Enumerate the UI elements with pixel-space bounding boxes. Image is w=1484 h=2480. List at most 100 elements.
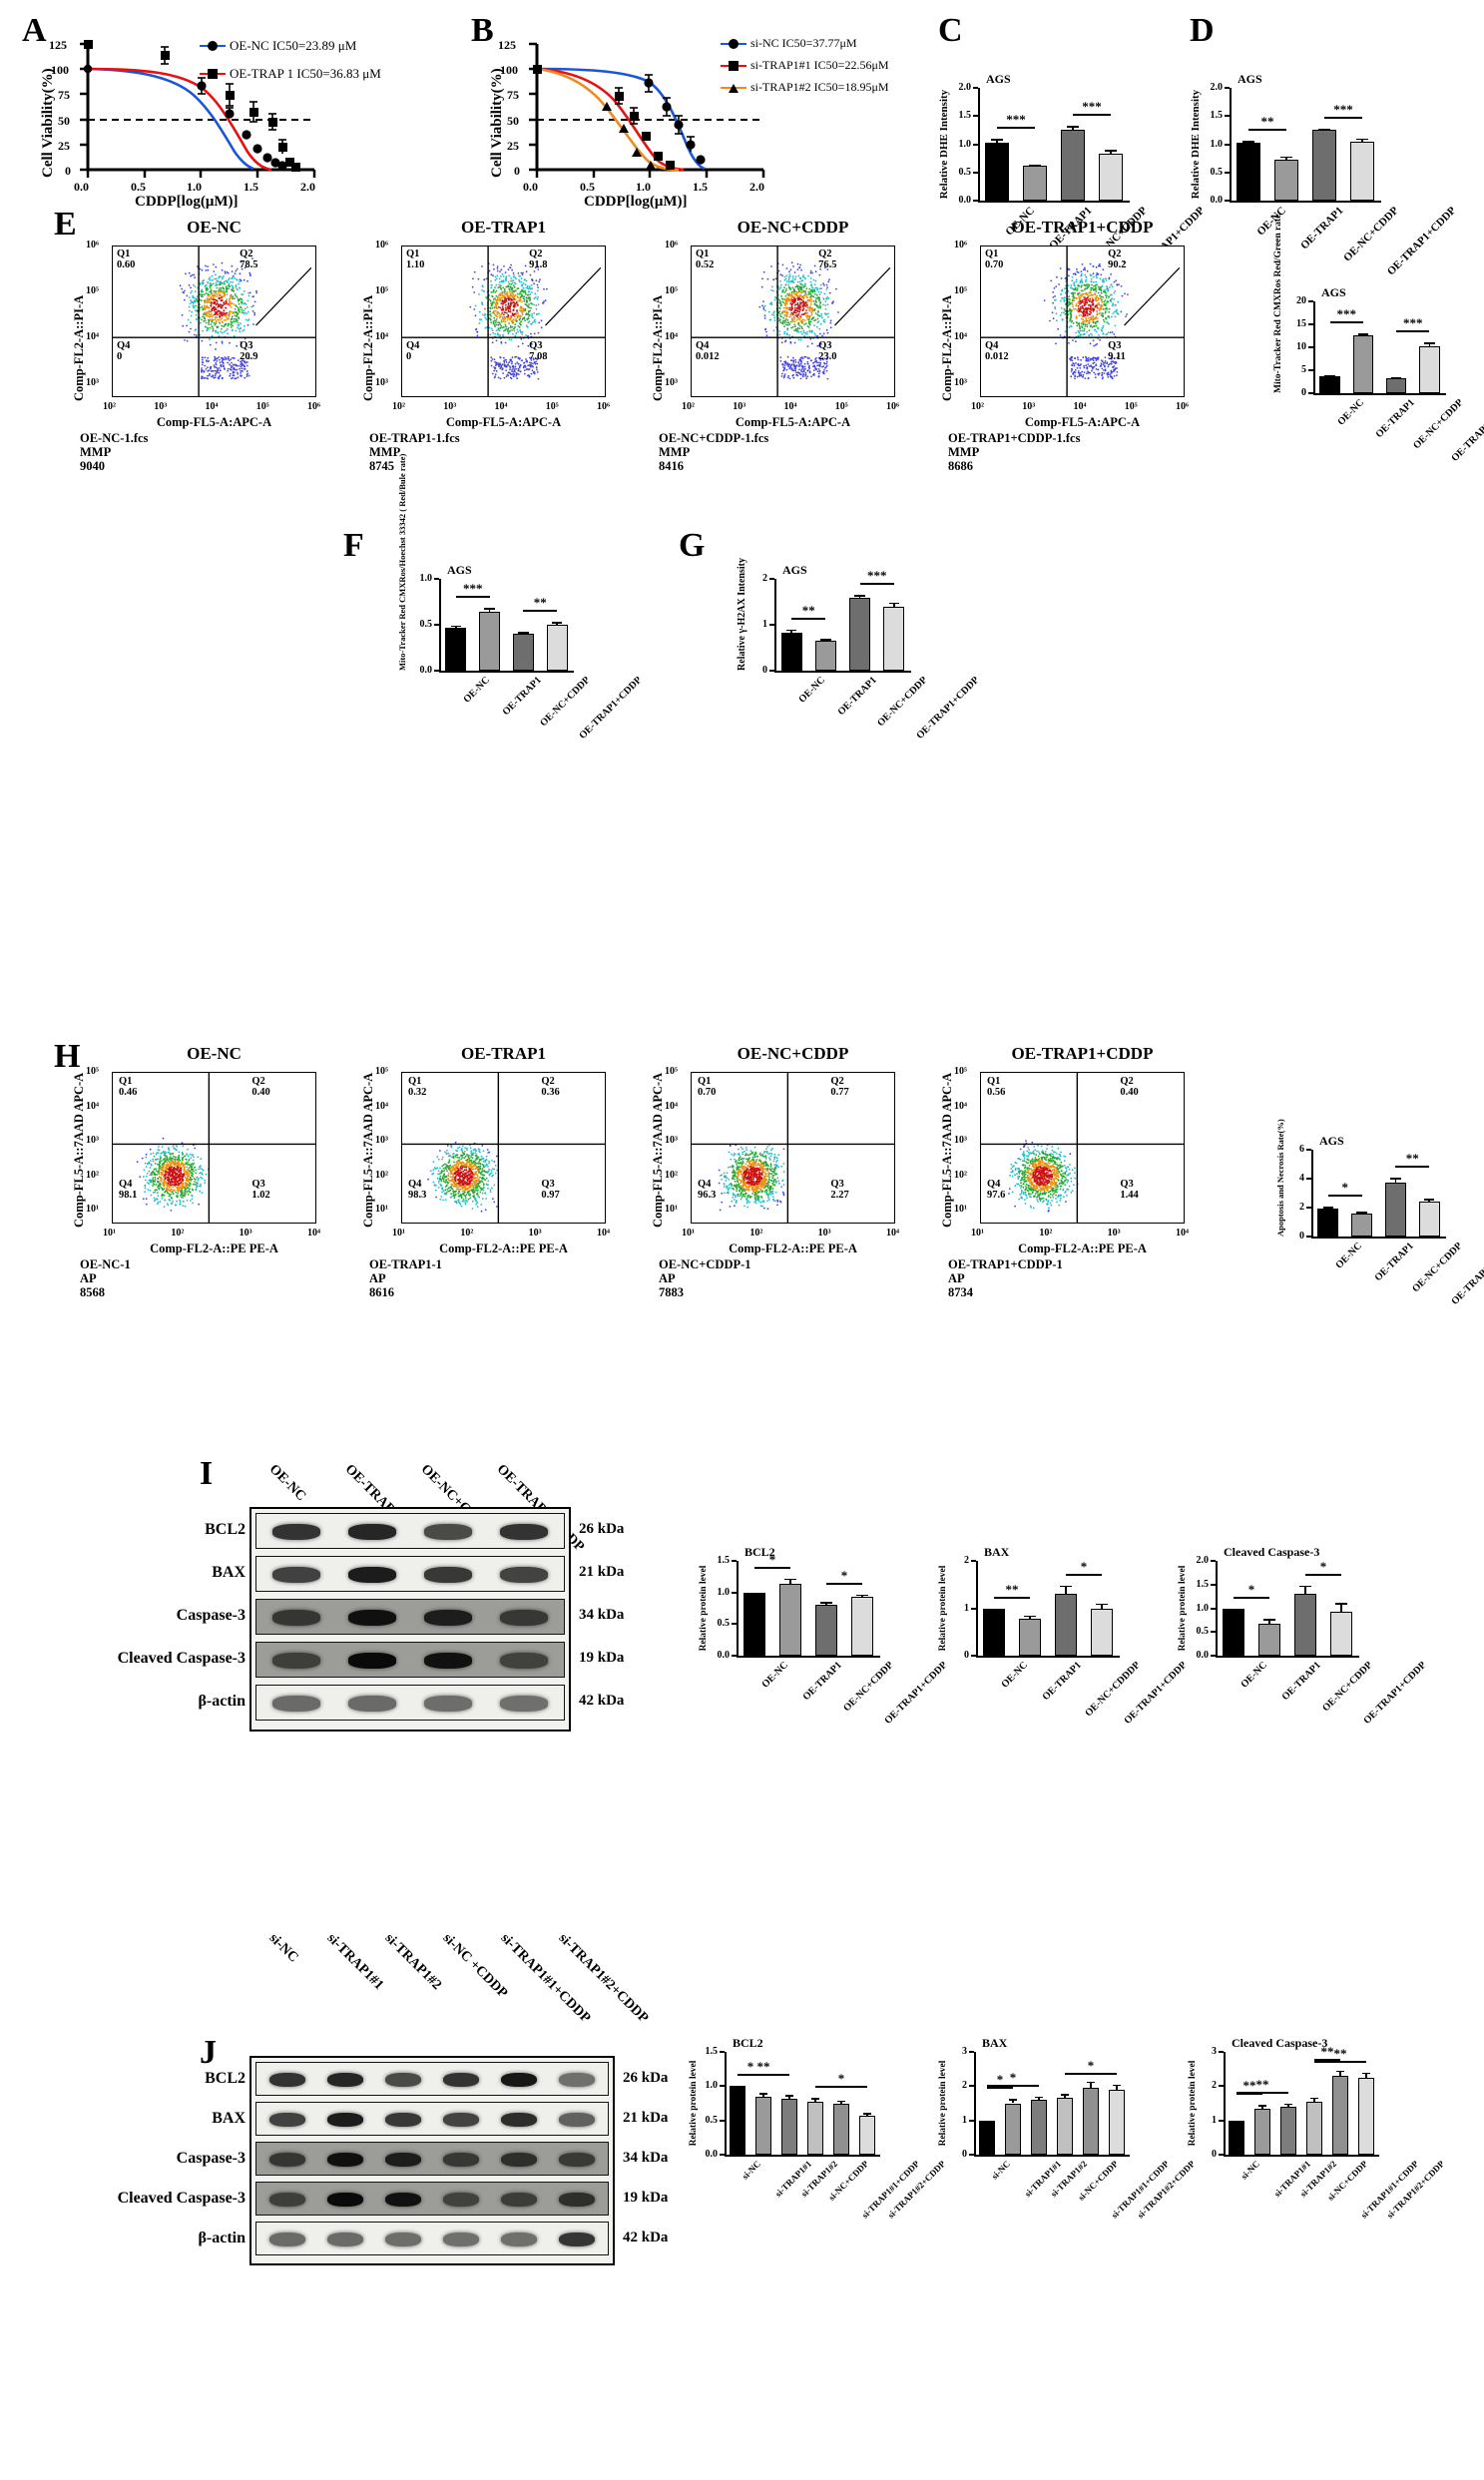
y-tick bbox=[1225, 115, 1230, 118]
bar bbox=[780, 2098, 798, 2155]
blot-band bbox=[500, 1567, 548, 1583]
blot-band bbox=[424, 1567, 472, 1583]
y-tick bbox=[1308, 369, 1313, 371]
flow-footer: OE-NC+CDDP-1.fcs MMP 8416 bbox=[659, 431, 769, 473]
flow-x-tick: 10⁴ bbox=[1176, 1228, 1189, 1239]
quadrant-q4: Q4 96.3 bbox=[698, 1179, 717, 1202]
significance-line bbox=[1237, 2093, 1262, 2096]
blot-strip bbox=[255, 1642, 565, 1678]
significance-stars: ** bbox=[1333, 2045, 1347, 2061]
error-bar-cap bbox=[518, 632, 529, 634]
bar bbox=[985, 143, 1009, 201]
flow-plot-title: OE-NC+CDDP bbox=[737, 218, 849, 237]
y-tick-label: 4 bbox=[1299, 1173, 1304, 1184]
panel-b-legend-label-2: si-TRAP1#2 IC50=18.95μM bbox=[750, 80, 889, 94]
blot-band bbox=[559, 2192, 595, 2208]
error-bar-cap bbox=[1112, 2084, 1122, 2087]
error-bar-cap bbox=[1357, 333, 1369, 335]
flow-footer: OE-NC-1 AP 8568 bbox=[80, 1257, 131, 1299]
panel-a-chart: Cell Viability(%) 125 100 75 50 25 0 0.0… bbox=[30, 30, 329, 210]
x-category-label: OE-TRAP1 bbox=[1372, 1240, 1416, 1284]
bar bbox=[512, 634, 534, 671]
flow-x-tick: 10⁶ bbox=[307, 401, 320, 412]
y-tick bbox=[434, 624, 439, 626]
x-axis bbox=[1230, 201, 1381, 203]
blot-band bbox=[559, 2232, 595, 2247]
flow-y-tick: 10² bbox=[375, 1169, 388, 1181]
y-tick bbox=[971, 1607, 976, 1610]
y-tick bbox=[1211, 1560, 1216, 1562]
error-bar-cap bbox=[1060, 1585, 1072, 1588]
legend-line-blue bbox=[721, 38, 746, 49]
flow-x-tick: 10⁶ bbox=[597, 401, 610, 412]
quadrant-q1: Q1 0.32 bbox=[408, 1076, 427, 1099]
bar bbox=[1329, 1611, 1353, 1656]
bar bbox=[445, 627, 467, 671]
significance-stars: ** bbox=[1242, 2078, 1256, 2094]
panel-b-xtick-3: 1.5 bbox=[693, 180, 708, 194]
y-tick-label: 1.0 bbox=[1196, 1602, 1210, 1614]
blot-band bbox=[559, 2072, 595, 2088]
flow-x-tick: 10³ bbox=[817, 1228, 831, 1239]
y-tick bbox=[732, 1591, 737, 1594]
panel-a-legend-item-0: OE-NC IC50=23.89 μM bbox=[200, 38, 356, 54]
error-bar bbox=[1090, 2081, 1092, 2089]
error-bar-cap bbox=[810, 2098, 820, 2100]
chart-title: BCL2 bbox=[733, 2036, 763, 2050]
panel-a-xtick-0: 0.0 bbox=[74, 180, 89, 194]
blot-kda-label: 19 kDa bbox=[579, 1650, 625, 1666]
flow-x-tick: 10³ bbox=[1022, 401, 1036, 412]
flow-y-tick: 10³ bbox=[954, 377, 967, 388]
significance-stars: *** bbox=[1336, 306, 1357, 322]
error-bar bbox=[1072, 126, 1074, 130]
flow-x-tick: 10⁴ bbox=[494, 401, 508, 412]
error-bar bbox=[788, 2095, 790, 2099]
y-tick-label: 0.5 bbox=[1210, 166, 1224, 178]
bar bbox=[1385, 378, 1407, 393]
x-axis bbox=[1224, 2155, 1379, 2157]
flow-y-tick: 10³ bbox=[86, 1135, 99, 1146]
panel-a-ytick-5: 0 bbox=[65, 164, 71, 178]
y-tick bbox=[769, 624, 774, 626]
error-bar-cap bbox=[1356, 1212, 1367, 1214]
y-tick-label: 1 bbox=[1212, 2114, 1217, 2126]
significance-stars: ** bbox=[1260, 114, 1274, 130]
x-category-label: OE-NC+CDDP bbox=[1411, 397, 1466, 452]
y-tick bbox=[1306, 1178, 1311, 1180]
legend-circle-marker bbox=[729, 38, 739, 49]
bar bbox=[479, 612, 501, 671]
y-axis bbox=[1311, 1150, 1313, 1237]
y-tick-label: 6 bbox=[1299, 1144, 1304, 1155]
panel-a-ytick-4: 25 bbox=[58, 139, 70, 153]
x-category-label: OE-NC bbox=[1335, 397, 1366, 428]
y-tick bbox=[732, 1655, 737, 1657]
error-bar bbox=[1065, 1585, 1067, 1595]
y-axis-label: Relative γ-H2AX Intensity bbox=[737, 558, 747, 671]
significance-line bbox=[455, 596, 490, 599]
flow-x-tick: 10² bbox=[460, 1228, 474, 1239]
y-axis-label: Relative protein level bbox=[689, 2060, 699, 2147]
y-tick-label: 1.5 bbox=[1210, 110, 1224, 122]
quadrant-q3: Q3 23.0 bbox=[818, 340, 837, 363]
flow-x-tick: 10³ bbox=[443, 401, 457, 412]
panel-b-ytick-1: 100 bbox=[500, 63, 518, 77]
flow-y-tick: 10⁵ bbox=[954, 1066, 967, 1077]
y-tick-label: 3 bbox=[962, 2046, 967, 2057]
error-bar bbox=[1394, 1178, 1397, 1184]
blot-band bbox=[443, 2152, 479, 2168]
flow-x-tick: 10¹ bbox=[682, 1228, 695, 1239]
flow-plot-box: Q1 0.32 Q2 0.36 Q4 98.3 Q3 0.97 bbox=[401, 1072, 606, 1224]
error-bar-cap bbox=[1029, 164, 1041, 167]
error-bar-cap bbox=[1335, 1603, 1347, 1605]
significance-stars: ** bbox=[533, 595, 547, 611]
blot-band bbox=[272, 1610, 320, 1626]
y-axis-label: Apoptosis and Necrosis Rate(%) bbox=[1275, 1119, 1285, 1237]
y-tick-label: 1.0 bbox=[419, 573, 433, 584]
x-axis bbox=[974, 2155, 1130, 2157]
bar bbox=[1317, 1209, 1339, 1237]
flow-x-tick: 10³ bbox=[528, 1228, 542, 1239]
error-bar bbox=[1012, 2099, 1014, 2104]
flow-y-tick: 10⁵ bbox=[665, 285, 678, 296]
y-tick bbox=[434, 578, 439, 580]
flow-x-tick: 10³ bbox=[154, 401, 168, 412]
